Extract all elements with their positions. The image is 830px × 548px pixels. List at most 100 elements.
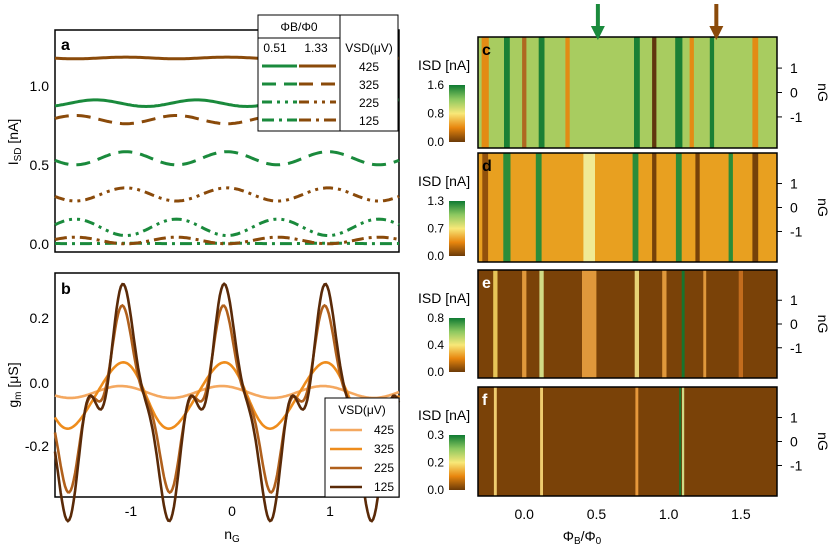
f-xtick: 1.0 [659, 506, 679, 522]
heatmap-stripe [535, 153, 542, 262]
heatmap-stripe [635, 387, 639, 496]
a-series-line [54, 150, 400, 167]
a-legend-vsd: 225 [359, 96, 379, 110]
colorbar-label: ISD [nA] [418, 407, 470, 423]
heatmap-stripe [503, 153, 511, 262]
flux-markers [590, 4, 724, 40]
a-ylabel: ISD [nA] [5, 119, 24, 166]
ng-ytick: 1 [790, 410, 798, 426]
heatmap-stripe [493, 270, 498, 378]
ng-ytick: 0 [790, 85, 798, 101]
ng-ylabel: nG [815, 315, 830, 334]
ng-ytick: 1 [790, 60, 798, 76]
b-legend-label: 225 [374, 461, 394, 475]
a-legend-title: ΦB/Φ0 [280, 20, 317, 34]
b-series-line [53, 282, 401, 523]
a-legend-vsd: 325 [359, 78, 379, 92]
f-xlabel: ΦB/Φ0 [563, 528, 602, 547]
heatmap-stripe [752, 37, 759, 148]
b-ytick: 0.2 [30, 310, 50, 326]
panel-c: c ISD [nA] 0.0 0.8 1.6 1 0 -1 nG [418, 36, 830, 149]
ng-ytick: -1 [790, 109, 803, 125]
a-series-line [54, 186, 400, 203]
ng-ytick: -1 [790, 223, 803, 239]
b-legend-box [324, 397, 400, 498]
colorbar-tick: 0.7 [427, 222, 444, 236]
panel-b-label: b [61, 281, 71, 298]
panel-label: d [482, 158, 492, 175]
b-legend-entries: 425 325 225 125 [330, 423, 394, 494]
heatmap-stripe [675, 153, 682, 262]
colorbar-tick: 0.3 [427, 428, 444, 442]
a-legend-vsd-header: VSD(μV) [345, 41, 393, 55]
colorbar-tick: 0.0 [427, 483, 444, 497]
b-series-line [54, 384, 400, 400]
heatmap-stripe [493, 387, 497, 496]
heatmap-stripe [652, 37, 657, 148]
ng-ylabel: nG [815, 198, 830, 217]
ng-ytick: -1 [790, 340, 803, 356]
a-ytick: 1.0 [30, 78, 50, 94]
b-xtick: 0 [228, 503, 236, 519]
a-series-line [54, 235, 400, 246]
f-xtick: 0.5 [587, 506, 607, 522]
colorbar-tick: 0.8 [427, 107, 444, 121]
heatmap-stripe [681, 270, 685, 378]
colorbar [449, 201, 465, 256]
a-legend-col: 0.51 [263, 41, 287, 55]
heatmap-stripe [504, 37, 510, 148]
heatmap-stripe [482, 153, 489, 262]
b-series-group [53, 282, 401, 523]
colorbar-tick: 0.0 [427, 135, 444, 149]
heatmap-stripe [538, 37, 545, 148]
heatmap-stripe [703, 270, 707, 378]
heatmap-stripe [738, 270, 743, 378]
ng-ylabel: nG [815, 432, 830, 451]
heatmap-stripe [679, 387, 682, 496]
f-xticks: 0.0 0.5 1.0 1.5 [514, 506, 750, 522]
heatmap-stripe [582, 270, 597, 378]
colorbar-tick: 0.8 [427, 311, 444, 325]
colorbar [449, 435, 465, 490]
flux-marker-head [590, 26, 605, 40]
b-ytick: -0.2 [25, 438, 49, 454]
b-ylabel: gm [μS] [5, 362, 24, 407]
heatmap-stripe [481, 37, 489, 148]
a-legend-vsd: 125 [359, 114, 379, 128]
heatmap-stripe [565, 37, 570, 148]
colorbar-tick: 0.2 [427, 456, 444, 470]
ng-ytick: 0 [790, 316, 798, 332]
ng-ytick: 0 [790, 200, 798, 216]
colorbar-tick: 0.0 [427, 249, 444, 263]
a-ytick: 0.5 [30, 157, 50, 173]
heatmap-stripe [540, 387, 543, 496]
colorbar-tick: 0.0 [427, 365, 444, 379]
heatmap-stripe [662, 270, 667, 378]
ng-ytick: 0 [790, 434, 798, 450]
b-xtick: 1 [326, 503, 334, 519]
heatmap-stripe [752, 153, 759, 262]
heatmap-stripe [682, 387, 685, 496]
heatmap-background [478, 387, 777, 496]
heatmap-background [478, 270, 777, 378]
heatmap-background [478, 153, 777, 262]
a-legend-col: 1.33 [304, 41, 328, 55]
heatmap-stripe [634, 270, 639, 378]
a-series-line [54, 217, 400, 238]
ng-ytick: -1 [790, 457, 803, 473]
heatmap-stripe [652, 153, 657, 262]
b-legend-label: 425 [374, 423, 394, 437]
ng-ytick: 1 [790, 292, 798, 308]
colorbar [449, 85, 465, 142]
heatmap-stripe [522, 37, 527, 148]
colorbar-tick: 1.3 [427, 194, 444, 208]
heatmap-stripe [689, 37, 694, 148]
a-legend-vsd: 425 [359, 60, 379, 74]
panel-label: e [482, 275, 491, 292]
panel-b-frame [54, 272, 400, 498]
f-xtick: 0.0 [514, 506, 534, 522]
panel-f: f ISD [nA] 0.0 0.2 0.3 1 0 -1 nG [418, 386, 830, 497]
panel-label: f [482, 392, 488, 409]
panel-b: b -0.2 0.0 0.2 -1 0 1 nG gm [μS] VSD(μV)… [5, 272, 401, 545]
